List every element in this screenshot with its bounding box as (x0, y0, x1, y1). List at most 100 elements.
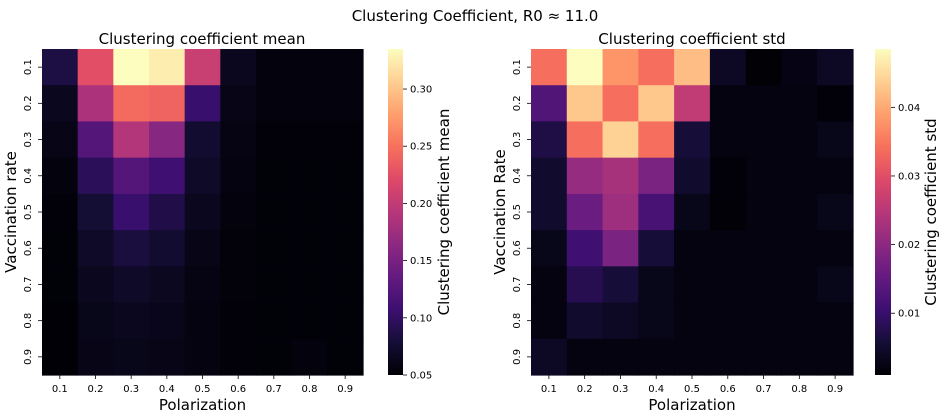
x-tick-label: 0.1 (52, 384, 68, 395)
heatmap-cell (327, 121, 364, 159)
heatmap-cell (709, 193, 747, 231)
heatmap-cell (674, 157, 711, 195)
heatmap-cell (77, 49, 114, 86)
x-tick-label: 0.1 (541, 384, 557, 395)
y-tick-label: 0.8 (23, 313, 34, 329)
heatmap-cell (745, 230, 783, 267)
heatmap-cell (256, 121, 293, 159)
heatmap-cell (638, 49, 675, 86)
heatmap-cell (745, 302, 783, 340)
y-tick-label: 0.6 (512, 240, 523, 256)
y-axis-label: Vaccination Rate (491, 149, 509, 275)
heatmap-cell (781, 193, 818, 231)
y-axis-label: Vaccination rate (2, 151, 20, 273)
heatmap-cell (817, 266, 854, 304)
figure-suptitle: Clustering Coefficient, R0 ≈ 11.0 (352, 7, 599, 25)
heatmap-cell (256, 193, 293, 231)
heatmap-cell (77, 121, 114, 159)
heatmap-cell (674, 266, 711, 304)
heatmap-cell (77, 230, 114, 267)
heatmap-cell (638, 302, 675, 340)
x-tick-label: 0.8 (302, 384, 318, 395)
x-tick-label: 0.7 (266, 384, 282, 395)
y-tick-label: 0.2 (23, 95, 34, 111)
heatmap-cell (184, 121, 221, 159)
y-tick-label: 0.2 (512, 95, 523, 111)
heatmap-cell (184, 230, 221, 267)
heatmap-cell (781, 157, 818, 195)
heatmap-cell (709, 266, 747, 304)
heatmap-cell (220, 157, 257, 195)
heatmap-panel-mean: Clustering coefficient mean 0.1 0.2 0.3 0.4 0… (2, 30, 453, 414)
heatmap-cell (256, 85, 293, 123)
heatmap-cell (602, 193, 639, 231)
heatmap-cell (220, 121, 257, 159)
heatmap-cell (42, 266, 79, 304)
x-axis-label: Polarization (648, 396, 735, 414)
heatmap-cell (291, 121, 328, 159)
x-tick-label: 0.6 (230, 384, 246, 395)
heatmap-cell (42, 338, 79, 376)
colorbar (875, 49, 891, 375)
heatmap-cell (256, 230, 293, 267)
heatmap-cell (745, 193, 783, 231)
heatmap-cell (291, 230, 328, 267)
x-tick-label: 0.5 (684, 384, 700, 395)
heatmap-cell (602, 157, 639, 195)
colorbar-tick-label: 0.10 (410, 313, 432, 324)
heatmap-cell (327, 49, 364, 86)
heatmap-cell (149, 302, 186, 340)
x-tick-label: 0.7 (756, 384, 772, 395)
heatmap-cell (42, 230, 79, 267)
heatmap-cell (220, 338, 257, 376)
heatmap-cell (709, 338, 747, 376)
heatmap-cell (745, 157, 783, 195)
heatmap-cell (220, 230, 257, 267)
heatmap-cell (817, 157, 854, 195)
colorbar-tick-label: 0.30 (410, 85, 432, 96)
colorbar-tick-label: 0.05 (410, 371, 432, 382)
heatmap-cell (149, 230, 186, 267)
chart-title: Clustering coefficient std (598, 30, 785, 48)
heatmap-cell (291, 338, 328, 376)
heatmap-cell (781, 266, 818, 304)
y-tick-label: 0.5 (512, 204, 523, 220)
heatmap-cell (781, 49, 818, 86)
heatmap-cell (817, 85, 854, 123)
heatmap-cell (149, 266, 186, 304)
colorbar-tick-label: 0.25 (410, 142, 432, 153)
y-tick-label: 0.5 (23, 204, 34, 220)
colorbar-tick-label: 0.01 (898, 309, 920, 320)
heatmap-cell (220, 49, 257, 86)
heatmap-cell (184, 193, 221, 231)
heatmap-cell (220, 85, 257, 123)
heatmap-cell (113, 266, 150, 304)
heatmap-cell (531, 193, 568, 231)
heatmap-cell (602, 230, 639, 267)
heatmap-cell (674, 230, 711, 267)
heatmap-cell (745, 49, 783, 86)
heatmap-cell (781, 338, 818, 376)
heatmap-cell (184, 85, 221, 123)
x-tick-label: 0.2 (88, 384, 104, 395)
heatmap-cell (184, 302, 221, 340)
heatmap-cell (327, 85, 364, 123)
heatmap-cell (531, 49, 568, 86)
heatmap-cell (709, 302, 747, 340)
heatmap-cell (256, 338, 293, 376)
heatmap-cell (184, 157, 221, 195)
heatmap-cell (327, 302, 364, 340)
heatmap-cell (674, 121, 711, 159)
y-tick-label: 0.8 (512, 313, 523, 329)
x-tick-label: 0.4 (648, 384, 664, 395)
colorbar-tick-label: 0.02 (898, 240, 920, 251)
heatmap-cell (113, 302, 150, 340)
heatmap-cell (674, 85, 711, 123)
chart-title: Clustering coefficient mean (99, 30, 306, 48)
heatmap-cell (531, 121, 568, 159)
heatmap-cell (817, 121, 854, 159)
heatmap-cell (566, 157, 604, 195)
heatmap-cell (77, 193, 114, 231)
heatmap-cell (745, 338, 783, 376)
